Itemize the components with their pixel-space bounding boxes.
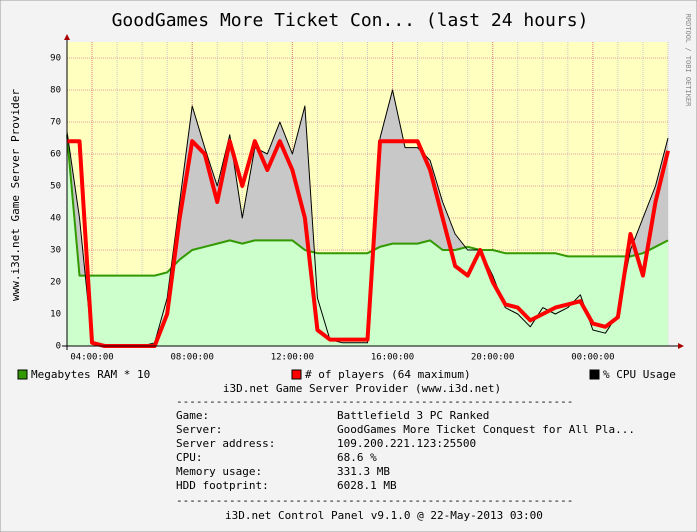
info-key: Game: [176, 409, 209, 422]
info-value: 109.200.221.123:25500 [337, 437, 476, 450]
info-value: 68.6 % [337, 451, 377, 464]
line [66, 89, 669, 347]
info-value: Battlefield 3 PC Ranked [337, 409, 489, 422]
labels: GoodGames More Ticket Con... (last 24 ho… [9, 10, 692, 522]
area [67, 134, 668, 346]
legend-swatch [291, 369, 302, 380]
legend-label: Megabytes RAM * 10 [31, 368, 150, 381]
x-tick-label: 16:00:00 [371, 353, 414, 363]
info-value: 6028.1 MB [337, 479, 397, 492]
info-separator: ----------------------------------------… [176, 395, 573, 408]
info-value: 331.3 MB [337, 465, 390, 478]
y-tick-label: 70 [50, 118, 61, 128]
y-tick-label: 60 [50, 150, 61, 160]
legend-swatch [17, 369, 28, 380]
marks [66, 89, 670, 348]
chart-title: GoodGames More Ticket Con... (last 24 ho… [112, 10, 589, 31]
legend-swatch [589, 369, 600, 380]
info-separator: ----------------------------------------… [176, 494, 573, 507]
side-note: RRDTOOL / TOBI OETIKER [684, 14, 692, 108]
y-tick-label: 20 [50, 278, 61, 288]
x-tick-label: 12:00:00 [271, 353, 314, 363]
y-tick-label: 90 [50, 54, 61, 64]
info-key: CPU: [176, 451, 203, 464]
info-key: HDD footprint: [176, 479, 269, 492]
y-tick-label: 30 [50, 246, 61, 256]
info-header: i3D.net Game Server Provider (www.i3d.ne… [223, 382, 501, 395]
y-arrow [64, 34, 70, 40]
y-tick-label: 50 [50, 182, 61, 192]
line [66, 134, 669, 277]
info-value: GoodGames More Ticket Conquest for All P… [337, 423, 635, 436]
x-tick-label: 00:00:00 [571, 353, 614, 363]
legend-label: # of players (64 maximum) [305, 368, 471, 381]
info-footer: i3D.net Control Panel v9.1.0 @ 22-May-20… [225, 509, 543, 522]
y-tick-label: 10 [50, 310, 61, 320]
info-key: Memory usage: [176, 465, 262, 478]
x-tick-label: 20:00:00 [471, 353, 514, 363]
x-arrow [678, 343, 684, 349]
line [67, 139, 670, 348]
x-tick-label: 08:00:00 [171, 353, 214, 363]
y-tick-label: 40 [50, 214, 61, 224]
info-key: Server: [176, 423, 222, 436]
y-tick-label: 0 [56, 342, 61, 352]
info-key: Server address: [176, 437, 275, 450]
legend-label: % CPU Usage [603, 368, 676, 381]
x-tick-label: 04:00:00 [70, 353, 113, 363]
y-tick-label: 80 [50, 86, 61, 96]
y-axis-label: www.i3d.net Game Server Provider [9, 89, 22, 301]
